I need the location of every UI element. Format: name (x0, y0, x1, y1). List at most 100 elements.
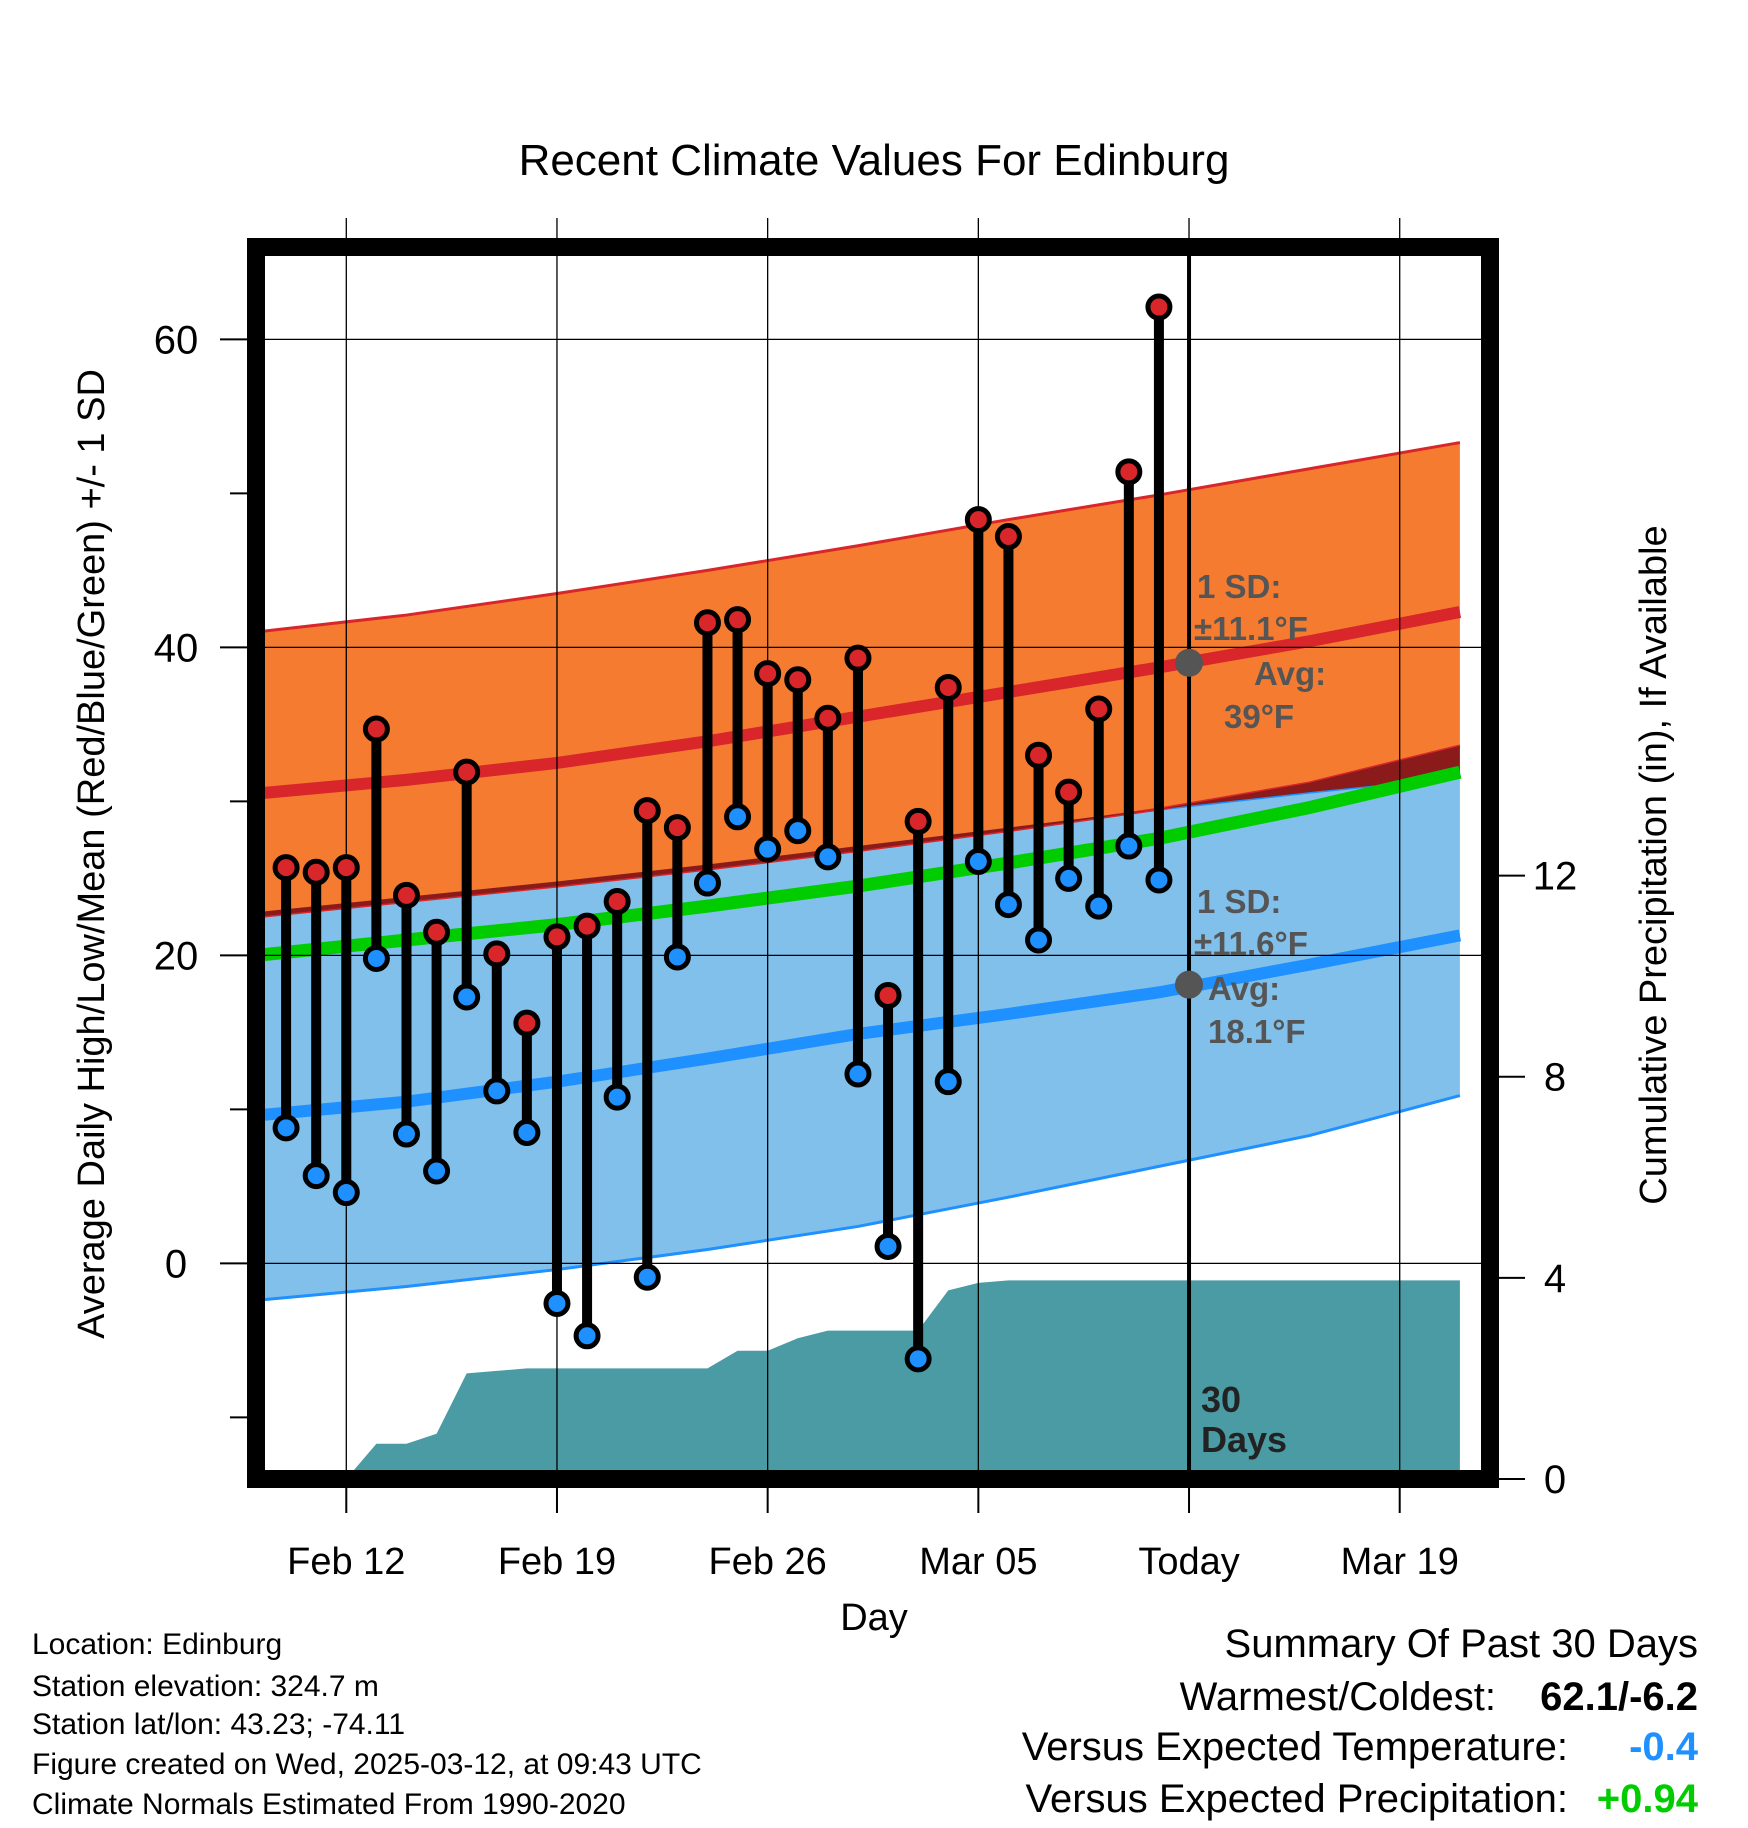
observed-high-point (994, 523, 1022, 551)
observed-high-point (453, 758, 481, 786)
today-low-avg-marker (1175, 970, 1204, 999)
summary-precip-value: +0.94 (1597, 1777, 1699, 1821)
y2-axis-label: Cumulative Precipitation (in), If Availa… (1633, 525, 1675, 1204)
high-sd-label: 1 SD: (1197, 568, 1281, 605)
observed-high-point (302, 858, 330, 886)
y-tick-label: 40 (154, 626, 199, 670)
observed-high-point (603, 888, 631, 915)
y-tick-label: 20 (154, 934, 199, 978)
observed-high-point (724, 606, 752, 634)
observed-high-point (543, 923, 571, 951)
observed-high-point (814, 704, 842, 732)
today-days-label-line1: 30 (1201, 1379, 1241, 1420)
summary-temp-value: -0.4 (1629, 1725, 1699, 1769)
observed-low-point (904, 1345, 932, 1373)
x-tick-label: Mar 05 (919, 1541, 1037, 1583)
observed-high-point (633, 797, 661, 825)
plot-frame (247, 238, 1499, 1488)
y-tick-label: 0 (165, 1242, 187, 1286)
observed-high-point (392, 881, 420, 909)
observed-high-point (1115, 458, 1143, 486)
observed-high-point (693, 609, 721, 637)
observed-high-point (573, 912, 601, 940)
summary-temp-label: Versus Expected Temperature: (1022, 1725, 1568, 1769)
observed-low-point (423, 1157, 451, 1185)
summary-warmest-label: Warmest/Coldest: (1180, 1675, 1496, 1719)
observed-high-point (423, 918, 451, 946)
summary-warmest-value: 62.1/-6.2 (1540, 1675, 1698, 1719)
observed-low-point (633, 1263, 661, 1291)
observed-low-point (874, 1232, 902, 1260)
observed-low-point (784, 817, 812, 845)
observed-low-point (934, 1068, 962, 1096)
observed-high-point (844, 644, 872, 672)
x-tick-label: Feb 26 (709, 1541, 827, 1583)
observed-high-point (1055, 778, 1083, 806)
y-axis-label: Average Daily High/Low/Mean (Red/Blue/Gr… (71, 369, 113, 1339)
today-days-label-line2: Days (1201, 1419, 1287, 1460)
observed-high-point (663, 814, 691, 842)
low-sd-label: 1 SD: (1197, 883, 1281, 920)
observed-low-point (754, 835, 782, 863)
observed-high-point (483, 940, 511, 968)
low-band-lower-edge (256, 1094, 1461, 1302)
summary-panel: Summary Of Past 30 Days Warmest/Coldest:… (1022, 1622, 1699, 1821)
observed-high-point (1085, 695, 1113, 723)
low-avg-label: Avg: (1208, 970, 1280, 1007)
observed-high-point (964, 506, 992, 534)
high-avg-value: 39°F (1224, 698, 1294, 735)
high-sd-value: ±11.1°F (1194, 610, 1308, 647)
observed-high-point (754, 660, 782, 688)
low-avg-value: 18.1°F (1208, 1013, 1306, 1050)
observed-high-point (784, 666, 812, 694)
observed-low-point (1085, 892, 1113, 920)
observed-high-point (1145, 293, 1173, 321)
high-avg-label: Avg: (1254, 655, 1326, 692)
observed-low-point (453, 983, 481, 1011)
footer-created: Figure created on Wed, 2025-03-12, at 09… (32, 1748, 702, 1781)
footer-normals: Climate Normals Estimated From 1990-2020 (32, 1788, 626, 1821)
summary-heading: Summary Of Past 30 Days (1225, 1622, 1698, 1666)
observed-low-point (362, 944, 390, 972)
observed-high-point (362, 715, 390, 743)
y-tick-label: 60 (154, 318, 199, 362)
observed-high-point (1025, 741, 1053, 769)
x-axis-label: Day (840, 1597, 908, 1639)
x-tick-label: Feb 12 (287, 1541, 405, 1583)
x-tick-label: Feb 19 (498, 1541, 616, 1583)
observed-low-point (1025, 926, 1053, 954)
footer-info: Location: Edinburg Station elevation: 32… (32, 1628, 702, 1821)
y2-tick-label: 12 (1533, 855, 1578, 899)
y2-tick-label: 0 (1544, 1458, 1566, 1502)
observed-low-point (1115, 832, 1143, 860)
observed-high-point (934, 673, 962, 701)
summary-precip-label: Versus Expected Precipitation: (1025, 1777, 1568, 1821)
observed-low-point (392, 1120, 420, 1148)
observed-low-point (693, 869, 721, 897)
observed-low-point (663, 943, 691, 971)
y2-tick-label: 8 (1544, 1056, 1566, 1100)
observed-low-point (272, 1114, 300, 1142)
observed-low-point (994, 891, 1022, 919)
observed-high-point (272, 854, 300, 882)
observed-high-point (874, 981, 902, 1009)
x-tick-label: Mar 19 (1341, 1541, 1459, 1583)
high-band-upper-edge (256, 441, 1461, 634)
footer-location: Location: Edinburg (32, 1628, 282, 1661)
observed-low-point (302, 1162, 330, 1190)
today-high-avg-marker (1175, 648, 1204, 677)
low-sd-value: ±11.6°F (1194, 925, 1308, 962)
observed-low-point (1145, 866, 1173, 894)
observed-low-point (332, 1179, 360, 1207)
footer-elevation: Station elevation: 324.7 m (32, 1670, 379, 1703)
precip-area (346, 1280, 1460, 1479)
observed-low-point (814, 843, 842, 871)
y2-tick-label: 4 (1544, 1257, 1566, 1301)
chart-title: Recent Climate Values For Edinburg (519, 136, 1230, 185)
observed-low-point (543, 1289, 571, 1317)
observed-low-point (603, 1083, 631, 1111)
observed-low-point (483, 1077, 511, 1105)
observed-low-point (964, 847, 992, 875)
